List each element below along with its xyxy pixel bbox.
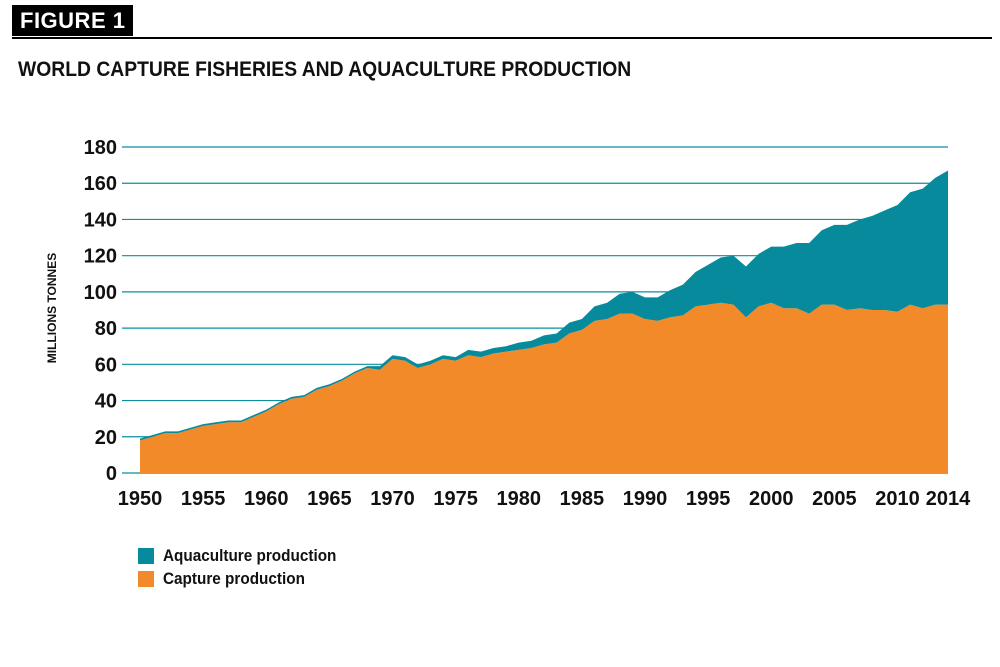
- area-aquaculture: [140, 170, 948, 441]
- header-rule: [12, 37, 992, 39]
- legend-swatch-aquaculture: [138, 548, 154, 564]
- y-tick-label: 0: [106, 463, 117, 485]
- y-tick-label: 40: [95, 391, 117, 413]
- legend-label-aquaculture: Aquaculture production: [163, 546, 337, 565]
- y-tick-label: 60: [95, 354, 117, 376]
- y-tick-label: 20: [95, 427, 117, 449]
- y-tick-label: 160: [84, 173, 117, 195]
- x-tick-label: 1965: [307, 488, 352, 510]
- x-tick-label: 2010: [875, 488, 920, 510]
- figure-label: FIGURE 1: [12, 5, 134, 36]
- x-tick-label: 1975: [433, 488, 478, 510]
- legend-label-capture: Capture production: [163, 569, 305, 588]
- y-tick-label: 140: [84, 209, 117, 231]
- y-tick-label: 180: [84, 137, 117, 159]
- x-tick-label: 1950: [118, 488, 163, 510]
- x-tick-label: 2014: [926, 488, 971, 510]
- y-tick-label: 100: [84, 282, 117, 304]
- legend-item-capture: Capture production: [138, 568, 356, 590]
- x-tick-label: 1990: [623, 488, 668, 510]
- x-tick-label: 2005: [812, 488, 857, 510]
- x-tick-label: 1970: [370, 488, 415, 510]
- x-tick-label: 1960: [244, 488, 289, 510]
- y-axis-label: MILLIONS TONNES: [45, 253, 59, 363]
- legend: Aquaculture production Capture productio…: [138, 545, 356, 591]
- x-tick-label: 1980: [497, 488, 542, 510]
- x-tick-label: 1995: [686, 488, 731, 510]
- area-capture: [140, 302, 948, 473]
- x-tick-label: 1985: [560, 488, 605, 510]
- y-tick-label: 80: [95, 318, 117, 340]
- legend-item-aquaculture: Aquaculture production: [138, 545, 356, 567]
- x-tick-label: 1955: [181, 488, 226, 510]
- chart-title: WORLD CAPTURE FISHERIES AND AQUACULTURE …: [18, 58, 632, 81]
- x-tick-label: 2000: [749, 488, 794, 510]
- legend-swatch-capture: [138, 571, 154, 587]
- areas: [140, 170, 948, 473]
- y-tick-label: 120: [84, 246, 117, 268]
- axes: 0 20 40 60 80 100 120 140 160 180 1950 1955 1960 1965…: [84, 137, 971, 510]
